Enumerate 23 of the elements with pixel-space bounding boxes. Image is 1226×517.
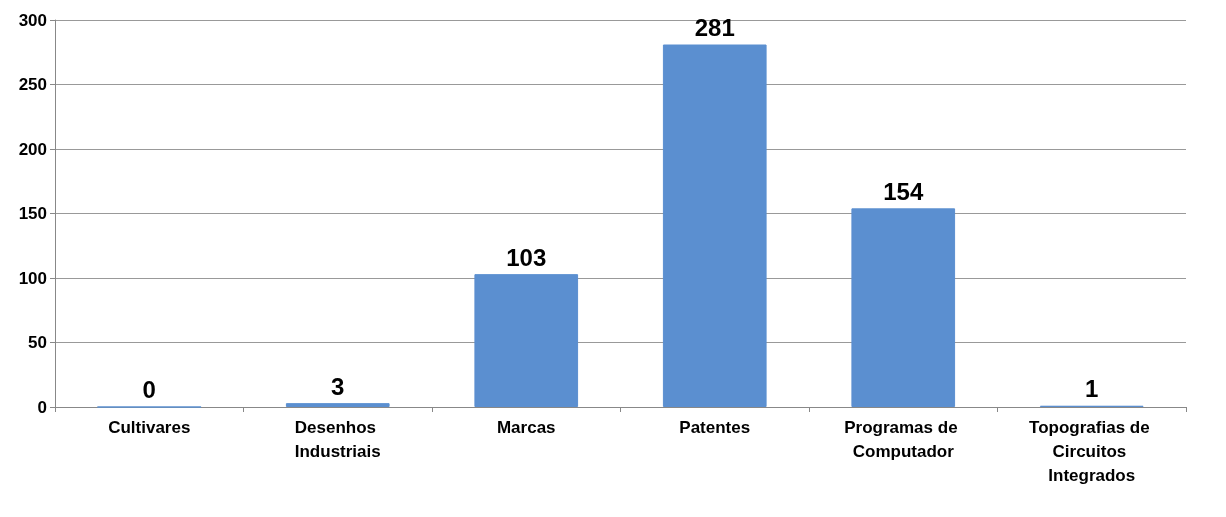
y-tick-label: 300 [18, 10, 47, 30]
data-label: 1 [1085, 375, 1099, 403]
data-label: 154 [883, 177, 924, 205]
x-tick-label: Cultivares [108, 417, 191, 437]
data-label: 281 [694, 14, 735, 42]
y-tick-label: 50 [28, 333, 47, 352]
y-tick-label: 200 [18, 139, 47, 159]
x-tick-label: Programas de Computador [844, 417, 963, 461]
bar [285, 403, 390, 407]
y-tick-label: 150 [18, 204, 47, 223]
x-tick-label: Patentes [679, 417, 751, 437]
y-tick-label: 0 [37, 397, 47, 417]
data-label: 3 [331, 372, 345, 400]
bar [474, 274, 579, 407]
x-tick-label: Marcas [496, 417, 556, 437]
bar [851, 208, 956, 407]
y-tick-label: 250 [18, 75, 47, 94]
data-label: 0 [142, 376, 156, 403]
data-label: 103 [506, 243, 547, 271]
bar [662, 44, 767, 407]
x-tick-label: Topografias de Circuitos Integrados [1029, 417, 1155, 485]
x-tick-label: Desenhos Industriais [294, 417, 381, 461]
y-tick-label: 100 [18, 268, 47, 288]
